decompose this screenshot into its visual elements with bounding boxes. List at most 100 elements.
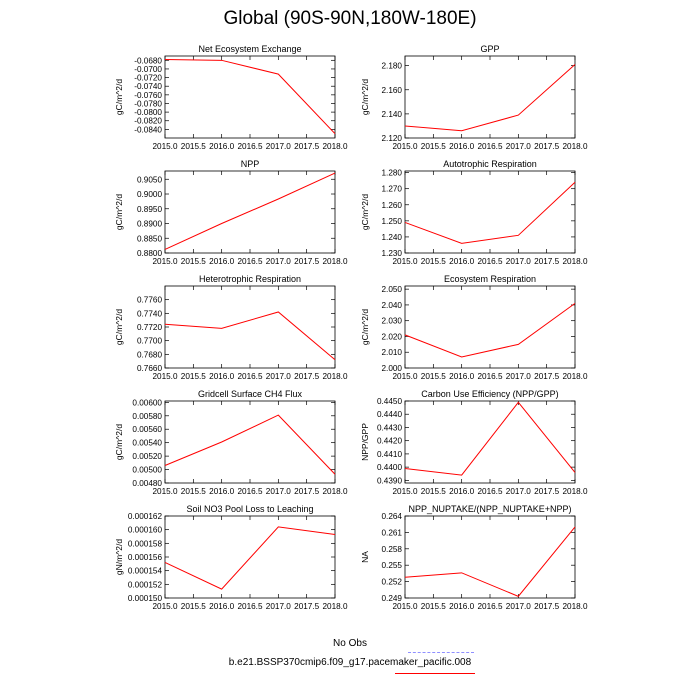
series-line — [404, 64, 576, 132]
x-tick-label: 2015.5 — [181, 372, 206, 381]
y-tick-label: 0.4390 — [377, 476, 402, 485]
y-tick-label: 0.000162 — [128, 512, 163, 521]
y-tick-label: 0.7760 — [137, 296, 162, 305]
x-tick-label: 2015.0 — [392, 602, 417, 611]
x-tick-label: 2017.0 — [506, 372, 531, 381]
y-tick-label: 0.00520 — [132, 452, 162, 461]
y-tick-label: -0.0800 — [134, 108, 162, 117]
x-tick-label: 2017.0 — [266, 142, 291, 151]
series-line — [404, 526, 576, 597]
x-tick-label: 2017.5 — [534, 602, 559, 611]
series-line — [404, 302, 576, 358]
y-tick-label: 0.264 — [382, 512, 403, 521]
x-tick-label: 2017.5 — [294, 602, 319, 611]
y-tick-label: 0.7680 — [137, 350, 162, 359]
x-tick-label: 2018.0 — [322, 257, 347, 266]
x-tick-label: 2017.0 — [266, 487, 291, 496]
x-tick-label: 2015.5 — [421, 372, 446, 381]
legend-obs-line — [408, 652, 474, 653]
chart-title: Ecosystem Respiration — [444, 274, 536, 284]
y-tick-label: 0.8850 — [137, 234, 162, 243]
x-tick-label: 2016.5 — [237, 602, 262, 611]
x-tick-label: 2017.0 — [506, 602, 531, 611]
y-tick-label: 2.050 — [382, 285, 403, 294]
x-tick-label: 2015.0 — [152, 487, 177, 496]
y-tick-label: 1.280 — [382, 169, 403, 178]
y-tick-label: 0.000160 — [128, 526, 163, 535]
x-tick-label: 2015.0 — [392, 487, 417, 496]
series-line — [164, 311, 336, 361]
series-line — [164, 58, 336, 135]
y-tick-label: 0.000158 — [128, 539, 163, 548]
x-tick-label: 2016.0 — [449, 602, 474, 611]
y-tick-label: -0.0700 — [134, 65, 162, 74]
x-tick-label: 2015.0 — [392, 372, 417, 381]
x-tick-label: 2017.5 — [534, 142, 559, 151]
x-tick-label: 2018.0 — [562, 602, 587, 611]
y-axis-label: gC/m^2/d — [114, 194, 124, 230]
y-tick-label: 0.4400 — [377, 463, 402, 472]
y-axis-label: NPP/GPP — [360, 423, 370, 461]
y-tick-label: 0.261 — [382, 528, 403, 537]
y-tick-label: 0.4440 — [377, 410, 402, 419]
x-tick-label: 2016.5 — [237, 372, 262, 381]
y-tick-label: -0.0820 — [134, 117, 162, 126]
x-tick-label: 2017.5 — [534, 487, 559, 496]
x-tick-label: 2017.0 — [506, 487, 531, 496]
y-tick-label: 0.4420 — [377, 437, 402, 446]
x-tick-label: 2018.0 — [562, 487, 587, 496]
x-tick-label: 2016.5 — [477, 257, 502, 266]
chart-title: NPP_NUPTAKE/(NPP_NUPTAKE+NPP) — [409, 504, 572, 514]
x-tick-label: 2015.0 — [392, 257, 417, 266]
chart-title: Autotrophic Respiration — [443, 159, 537, 169]
x-tick-label: 2017.0 — [506, 257, 531, 266]
y-tick-label: 0.255 — [382, 561, 403, 570]
x-tick-label: 2018.0 — [562, 372, 587, 381]
x-tick-label: 2017.0 — [266, 372, 291, 381]
chart-title: Net Ecosystem Exchange — [198, 44, 301, 54]
series-line — [164, 526, 336, 590]
y-tick-label: 0.4430 — [377, 423, 402, 432]
y-tick-label: -0.0760 — [134, 91, 162, 100]
x-tick-label: 2015.5 — [181, 257, 206, 266]
x-tick-label: 2016.0 — [209, 257, 234, 266]
x-tick-label: 2017.5 — [294, 372, 319, 381]
x-tick-label: 2017.5 — [534, 372, 559, 381]
series-line — [404, 181, 576, 244]
y-tick-label: 0.9000 — [137, 190, 162, 199]
x-tick-label: 2015.0 — [152, 142, 177, 151]
x-tick-label: 2017.5 — [294, 142, 319, 151]
y-tick-label: -0.0680 — [134, 56, 162, 65]
x-tick-label: 2017.0 — [506, 142, 531, 151]
y-tick-label: 0.9050 — [137, 175, 162, 184]
y-tick-label: 0.000150 — [128, 594, 163, 603]
y-tick-label: 0.7660 — [137, 364, 162, 373]
y-tick-label: -0.0840 — [134, 125, 162, 134]
y-tick-label: 0.000156 — [128, 553, 163, 562]
y-tick-label: 0.000154 — [128, 567, 163, 576]
x-tick-label: 2015.5 — [421, 602, 446, 611]
x-tick-label: 2016.0 — [449, 142, 474, 151]
y-tick-label: 0.8950 — [137, 205, 162, 214]
chart-title: NPP — [241, 159, 260, 169]
y-tick-label: -0.0780 — [134, 99, 162, 108]
y-tick-label: 2.000 — [382, 364, 403, 373]
y-axis-label: gC/m^2/d — [360, 79, 370, 115]
x-tick-label: 2016.5 — [237, 487, 262, 496]
y-tick-label: 0.249 — [382, 594, 403, 603]
chart-title: Carbon Use Efficiency (NPP/GPP) — [421, 389, 558, 399]
y-tick-label: -0.0720 — [134, 74, 162, 83]
y-tick-label: -0.0740 — [134, 82, 162, 91]
x-tick-label: 2016.5 — [477, 487, 502, 496]
y-tick-label: 2.140 — [382, 110, 403, 119]
x-tick-label: 2017.0 — [266, 602, 291, 611]
x-tick-label: 2015.5 — [421, 487, 446, 496]
y-tick-label: 2.020 — [382, 332, 403, 341]
x-tick-label: 2016.0 — [209, 602, 234, 611]
